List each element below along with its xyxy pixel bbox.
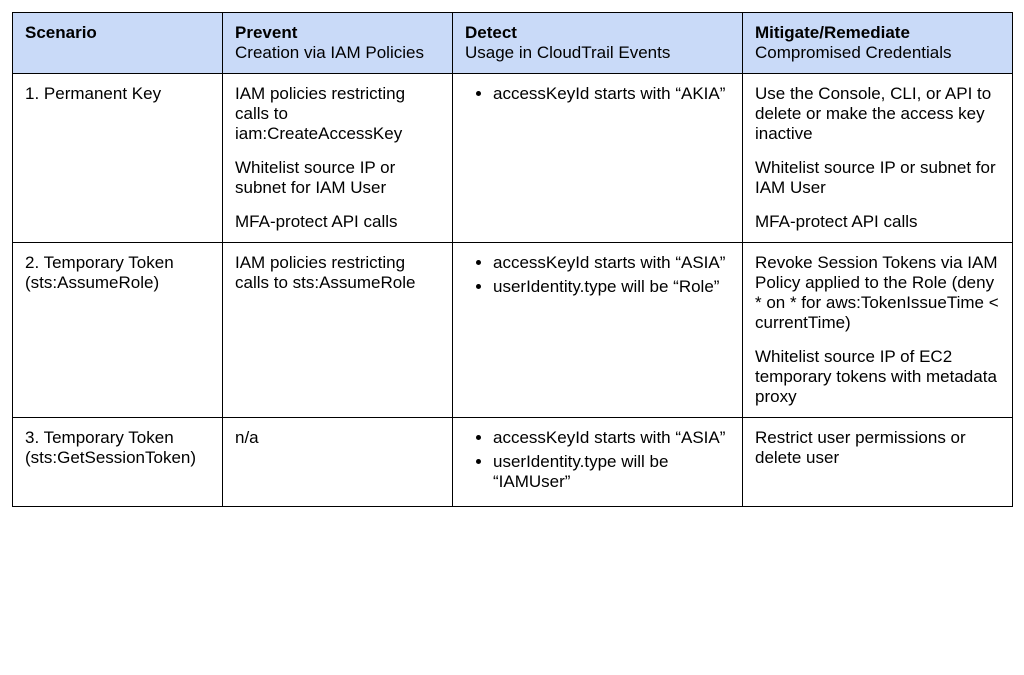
cell-scenario: 3. Temporary Token (sts:GetSessionToken): [13, 418, 223, 507]
col-header-bold: Mitigate/Remediate: [755, 23, 1000, 43]
prevent-item: IAM policies restricting calls to iam:Cr…: [235, 84, 440, 144]
prevent-item: MFA-protect API calls: [235, 212, 440, 232]
mitigate-item: Revoke Session Tokens via IAM Policy app…: [755, 253, 1000, 333]
col-header-bold: Prevent: [235, 23, 440, 43]
table-row: 1. Permanent Key IAM policies restrictin…: [13, 74, 1013, 243]
col-header-scenario: Scenario: [13, 13, 223, 74]
cell-mitigate: Use the Console, CLI, or API to delete o…: [743, 74, 1013, 243]
detect-item: accessKeyId starts with “AKIA”: [493, 84, 730, 104]
mitigate-item: Whitelist source IP of EC2 temporary tok…: [755, 347, 1000, 407]
cell-detect: accessKeyId starts with “ASIA” userIdent…: [453, 243, 743, 418]
detect-item: userIdentity.type will be “Role”: [493, 277, 730, 297]
cell-detect: accessKeyId starts with “ASIA” userIdent…: [453, 418, 743, 507]
prevent-item: IAM policies restricting calls to sts:As…: [235, 253, 440, 293]
table-body: 1. Permanent Key IAM policies restrictin…: [13, 74, 1013, 507]
detect-list: accessKeyId starts with “ASIA” userIdent…: [465, 428, 730, 492]
col-header-bold: Detect: [465, 23, 730, 43]
table-row: 2. Temporary Token (sts:AssumeRole) IAM …: [13, 243, 1013, 418]
prevent-item: n/a: [235, 428, 440, 448]
col-header-bold: Scenario: [25, 23, 210, 43]
mitigate-item: Whitelist source IP or subnet for IAM Us…: [755, 158, 1000, 198]
prevent-item: Whitelist source IP or subnet for IAM Us…: [235, 158, 440, 198]
col-header-mitigate: Mitigate/Remediate Compromised Credentia…: [743, 13, 1013, 74]
cell-scenario: 1. Permanent Key: [13, 74, 223, 243]
detect-item: userIdentity.type will be “IAMUser”: [493, 452, 730, 492]
credentials-table: Scenario Prevent Creation via IAM Polici…: [12, 12, 1013, 507]
mitigate-item: MFA-protect API calls: [755, 212, 1000, 232]
detect-item: accessKeyId starts with “ASIA”: [493, 428, 730, 448]
cell-mitigate: Revoke Session Tokens via IAM Policy app…: [743, 243, 1013, 418]
cell-detect: accessKeyId starts with “AKIA”: [453, 74, 743, 243]
cell-prevent: n/a: [223, 418, 453, 507]
detect-item: accessKeyId starts with “ASIA”: [493, 253, 730, 273]
cell-prevent: IAM policies restricting calls to sts:As…: [223, 243, 453, 418]
detect-list: accessKeyId starts with “ASIA” userIdent…: [465, 253, 730, 297]
mitigate-item: Use the Console, CLI, or API to delete o…: [755, 84, 1000, 144]
col-header-detect: Detect Usage in CloudTrail Events: [453, 13, 743, 74]
cell-mitigate: Restrict user permissions or delete user: [743, 418, 1013, 507]
table-header-row: Scenario Prevent Creation via IAM Polici…: [13, 13, 1013, 74]
mitigate-item: Restrict user permissions or delete user: [755, 428, 1000, 468]
table-row: 3. Temporary Token (sts:GetSessionToken)…: [13, 418, 1013, 507]
col-header-sub: Usage in CloudTrail Events: [465, 43, 670, 62]
cell-scenario: 2. Temporary Token (sts:AssumeRole): [13, 243, 223, 418]
col-header-sub: Creation via IAM Policies: [235, 43, 424, 62]
col-header-prevent: Prevent Creation via IAM Policies: [223, 13, 453, 74]
detect-list: accessKeyId starts with “AKIA”: [465, 84, 730, 104]
col-header-sub: Compromised Credentials: [755, 43, 952, 62]
cell-prevent: IAM policies restricting calls to iam:Cr…: [223, 74, 453, 243]
